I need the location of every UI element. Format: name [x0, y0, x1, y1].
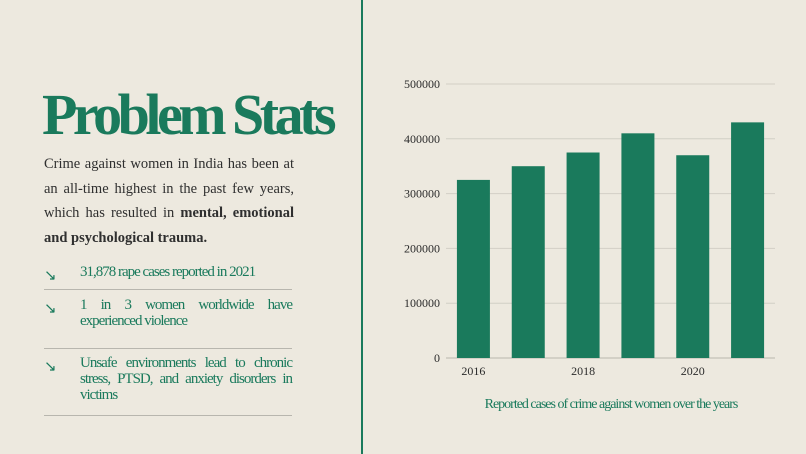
description: Crime against women in India has been at… — [44, 152, 294, 250]
stat-item: ↘ 31,878 rape cases reported in 2021 — [44, 258, 292, 290]
chart-bars — [456, 122, 765, 358]
bar-2016 — [456, 179, 490, 358]
chart-gridlines — [446, 83, 775, 359]
y-tick-label: 300000 — [404, 187, 440, 201]
stat-item: ↘ Unsafe environments lead to chronic st… — [44, 349, 293, 416]
bar-2020 — [676, 155, 710, 358]
x-axis-ticks: 2016 2018 2020 — [461, 364, 704, 378]
y-axis-ticks: 0 100000 200000 300000 400000 500000 — [404, 77, 440, 365]
bar-2018 — [566, 152, 600, 358]
x-axis-label: Reported cases of crime against women ov… — [485, 397, 738, 412]
description-emphasis: mental, emotional and psychological trau… — [44, 205, 295, 246]
y-tick-label: 500000 — [404, 77, 440, 91]
y-tick-label: 0 — [434, 351, 440, 365]
arrow-down-right-icon: ↘ — [44, 299, 57, 317]
x-tick-label: 2018 — [571, 364, 595, 378]
stat-text: 1 in 3 women worldwide have experienced … — [80, 297, 293, 329]
stats-list: ↘ 31,878 rape cases reported in 2021 ↘ 1… — [44, 258, 293, 416]
page-title: Problem Stats — [42, 82, 337, 147]
description-text: Crime against women in India has been at… — [44, 156, 294, 221]
stat-item: ↘ 1 in 3 women worldwide have experience… — [44, 290, 293, 349]
bar-2019 — [621, 133, 655, 358]
y-tick-label: 200000 — [404, 241, 440, 255]
arrow-down-right-icon: ↘ — [44, 357, 57, 375]
arrow-down-right-icon: ↘ — [44, 266, 57, 284]
bar-2017 — [511, 166, 545, 358]
bar-2021 — [731, 122, 765, 358]
y-tick-label: 400000 — [404, 132, 440, 146]
x-tick-label: 2020 — [681, 364, 705, 378]
stat-text: Unsafe environments lead to chronic stre… — [80, 355, 293, 403]
y-tick-label: 100000 — [404, 296, 440, 310]
vertical-divider — [361, 0, 363, 454]
stat-text: 31,878 rape cases reported in 2021 — [80, 264, 256, 280]
x-tick-label: 2016 — [461, 364, 485, 378]
